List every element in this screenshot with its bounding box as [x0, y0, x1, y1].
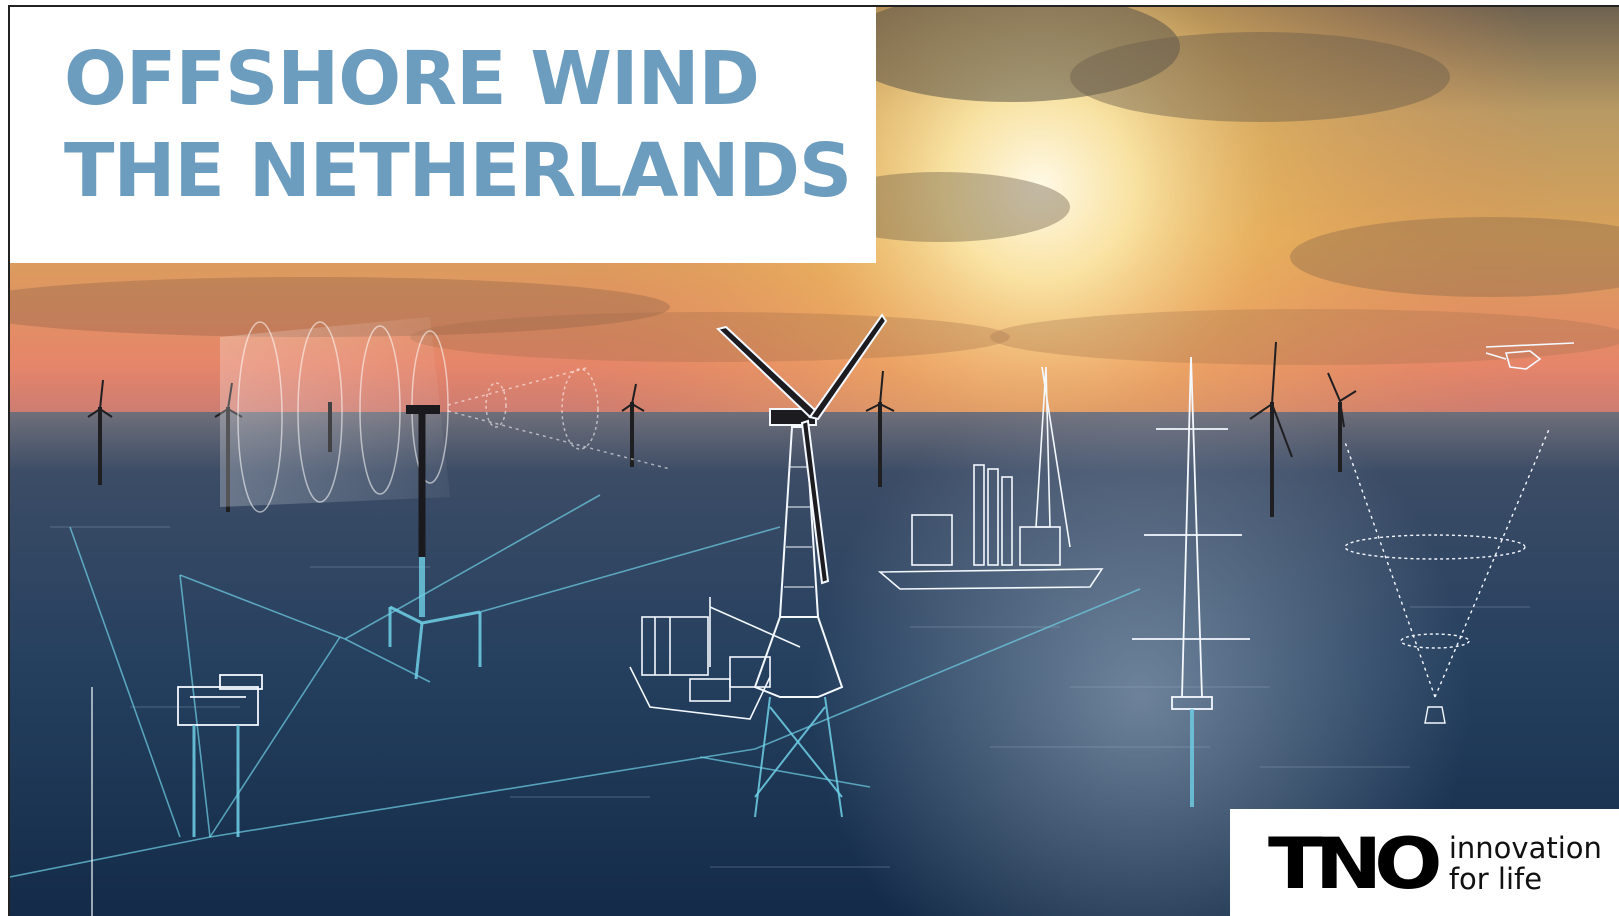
title-line-1: OFFSHORE WIND — [64, 36, 760, 122]
main-wind-turbine — [715, 313, 888, 818]
lidar-buoy — [1344, 426, 1551, 724]
jack-up-crane-vessel — [877, 366, 1104, 590]
tagline-line-1: innovation — [1448, 830, 1602, 865]
offshore-substation — [91, 674, 263, 916]
met-mast — [1132, 356, 1250, 807]
tno-logo: TNO innovation for life — [1230, 809, 1619, 916]
slide: OFFSHORE WIND THE NETHERLANDS TNO innova… — [8, 5, 1619, 916]
helicopter — [1485, 342, 1575, 370]
logo-tagline: innovation for life — [1448, 830, 1602, 896]
hybrid-cable-network — [10, 494, 1141, 878]
wind-wake-cones — [220, 317, 671, 513]
logo-wordmark: TNO — [1268, 822, 1443, 905]
installation-vessel — [629, 597, 801, 720]
title-panel: OFFSHORE WIND THE NETHERLANDS — [10, 7, 876, 263]
title-line-2: THE NETHERLANDS — [64, 128, 852, 214]
tagline-line-2: for life — [1448, 861, 1543, 896]
floating-wind-turbine — [10, 405, 1141, 878]
